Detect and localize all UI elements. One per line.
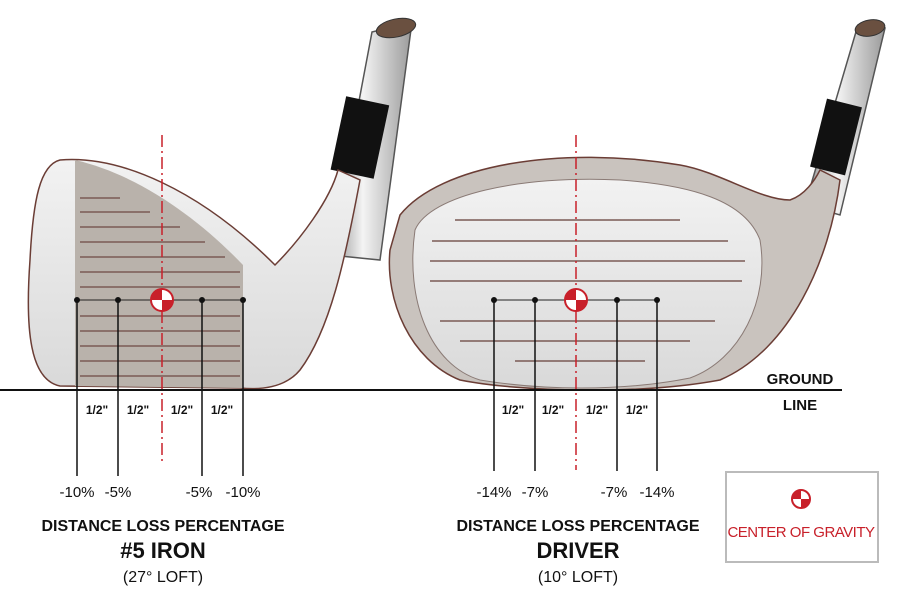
driver-ferrule [810,98,862,176]
iron-club-name: #5 IRON [120,538,206,563]
driver-measure-lines [493,300,658,471]
iron-loss-label: -10% [225,484,260,501]
driver-shaft-top [854,19,886,37]
iron-measure-lines [76,300,244,476]
driver-spacing-label: 1/2" [502,403,524,417]
ground-line-label-2: LINE [783,397,817,414]
driver-loss-label: -7% [601,484,628,501]
driver-caption: DISTANCE LOSS PERCENTAGE [457,518,700,535]
center-of-gravity-icon [564,288,588,312]
driver-loss-label: -14% [639,484,674,501]
driver-club-name: DRIVER [536,538,619,563]
iron-loss-label: -5% [105,484,132,501]
iron-ferrule [330,96,390,179]
driver-dots [491,297,660,303]
ground-line-label: GROUND [767,371,834,388]
iron-caption: DISTANCE LOSS PERCENTAGE [42,518,285,535]
driver-spacing-label: 1/2" [542,403,564,417]
legend-box: CENTER OF GRAVITY [725,471,879,563]
iron-score-lines [80,197,240,377]
iron-dots [74,297,246,303]
legend-label: CENTER OF GRAVITY [727,524,875,541]
iron-spacing-label: 1/2" [86,403,108,417]
driver-spacing-label: 1/2" [586,403,608,417]
driver-score-lines [430,219,745,362]
iron-shaft-top [375,17,417,39]
driver-loss-label: -7% [522,484,549,501]
driver-loss-label: -14% [476,484,511,501]
iron-loft: (27° LOFT) [123,569,203,586]
iron-spacing-label: 1/2" [171,403,193,417]
driver-club: 1/2" 1/2" 1/2" 1/2" -14% -7% -7% -14% DI… [388,19,886,586]
iron-spacing-label: 1/2" [211,403,233,417]
iron-loss-label: -10% [59,484,94,501]
iron-club: 1/2" 1/2" 1/2" 1/2" -10% -5% -5% -10% DI… [27,17,417,586]
center-of-gravity-icon [150,288,174,312]
iron-spacing-label: 1/2" [127,403,149,417]
iron-loss-label: -5% [186,484,213,501]
center-of-gravity-icon [791,489,811,509]
driver-loft: (10° LOFT) [538,569,618,586]
driver-spacing-label: 1/2" [626,403,648,417]
driver-face [412,178,763,389]
